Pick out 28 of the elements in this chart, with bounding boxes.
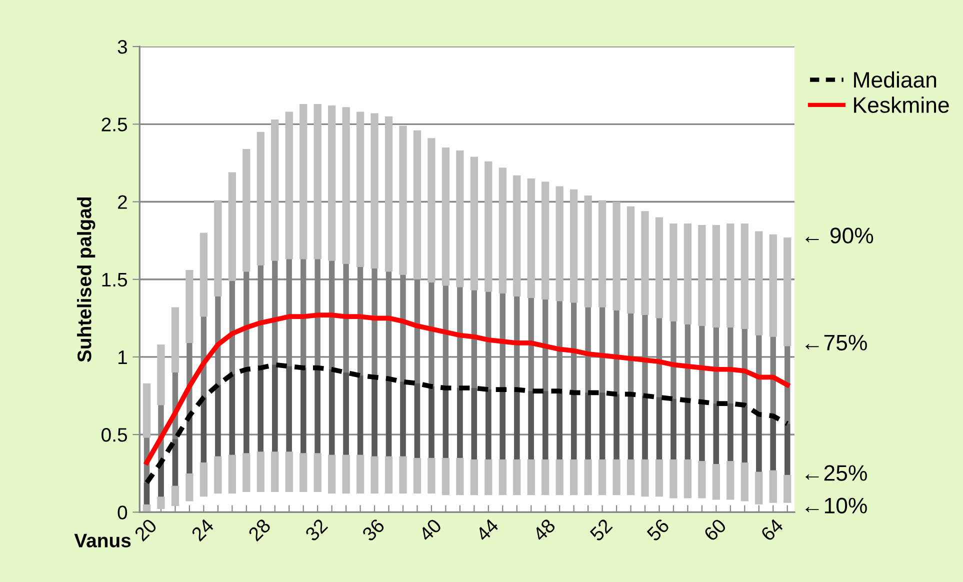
y-tick-label: 3 xyxy=(118,40,127,54)
x-axis-title: Vanus xyxy=(74,534,131,548)
y-axis-title: Suhtelised palgad xyxy=(77,197,96,362)
x-tick-label: 48 xyxy=(532,518,556,542)
text: ← 90% xyxy=(806,228,874,244)
y-tick-label: 1.5 xyxy=(102,273,128,287)
y-tick-label: 0.5 xyxy=(102,428,128,442)
x-tick-label: 20 xyxy=(134,518,158,542)
y-tick-label: 2.5 xyxy=(102,118,128,132)
x-tick-label: 44 xyxy=(475,518,500,542)
x-tick-label: 52 xyxy=(589,518,613,542)
x-tick-label: 56 xyxy=(646,518,670,542)
x-tick-label: 36 xyxy=(361,518,386,542)
x-tick-label: 60 xyxy=(703,518,727,542)
y-tick-label: 0 xyxy=(118,506,128,520)
x-tick-label: 64 xyxy=(760,518,784,542)
y-tick-label: 1 xyxy=(118,350,127,364)
x-tick-label: 28 xyxy=(248,518,272,542)
legend-label: Mediaan xyxy=(854,71,936,88)
text: ←10% xyxy=(806,498,867,514)
legend-label: Keskmine xyxy=(854,96,949,113)
text: ←25% xyxy=(806,465,867,481)
x-tick-label: 40 xyxy=(418,518,442,542)
x-tick-label: 24 xyxy=(190,518,214,542)
y-tick-label: 2 xyxy=(118,195,127,209)
line-series xyxy=(144,312,790,465)
x-tick-label: 32 xyxy=(304,518,328,542)
text: ←75% xyxy=(806,334,867,351)
